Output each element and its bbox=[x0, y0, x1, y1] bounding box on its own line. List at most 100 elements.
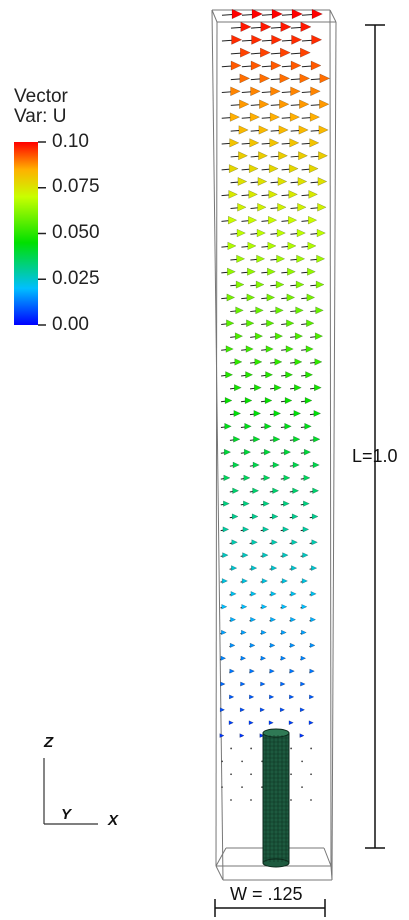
vector-arrow-head bbox=[301, 578, 309, 584]
vector-arrow bbox=[290, 747, 293, 750]
vector-arrow-head bbox=[231, 34, 243, 45]
vector-arrow-head bbox=[269, 642, 276, 649]
vector-arrow-head bbox=[287, 215, 298, 225]
vector-arrow-head bbox=[225, 345, 234, 353]
vector-arrow-head bbox=[241, 578, 249, 584]
vector-arrow-head bbox=[294, 332, 304, 340]
vector-arrow-head bbox=[231, 565, 238, 571]
vector-arrow-head bbox=[229, 694, 235, 700]
vector-arrow-head bbox=[229, 112, 241, 122]
vector-arrow-head bbox=[290, 60, 302, 71]
z-axis-label: Z bbox=[44, 734, 54, 751]
vector-arrow-head bbox=[253, 435, 261, 443]
vector-arrow-head bbox=[272, 487, 280, 494]
vector-arrow-head bbox=[280, 21, 292, 33]
vector-arrow-head bbox=[305, 371, 314, 379]
vector-arrow-head bbox=[289, 138, 300, 148]
vector-arrow-head bbox=[244, 422, 252, 430]
vector-arrow-head bbox=[259, 99, 270, 109]
vector-arrow-head bbox=[283, 474, 291, 482]
vector-arrow-head bbox=[285, 371, 294, 379]
vector-arrow-head bbox=[239, 99, 250, 109]
vector-arrow-head bbox=[278, 151, 289, 161]
vector-arrow-head bbox=[229, 668, 236, 674]
vector-arrow-head bbox=[281, 578, 289, 584]
vector-arrow-head bbox=[255, 306, 264, 315]
vector-arrow-head bbox=[256, 228, 266, 238]
vector-arrow-head bbox=[263, 474, 271, 482]
vector-arrow bbox=[310, 747, 313, 750]
vector-arrow-head bbox=[291, 8, 303, 20]
vector-arrow-head bbox=[315, 280, 325, 289]
vector-arrow-head bbox=[252, 487, 260, 494]
vector-arrow-head bbox=[300, 655, 307, 661]
vector-arrow-head bbox=[260, 681, 266, 687]
vector-arrow-head bbox=[301, 629, 307, 636]
vector-arrow-head bbox=[289, 642, 296, 649]
vector-arrow-head bbox=[311, 565, 318, 571]
vector-arrow-head bbox=[310, 86, 321, 97]
vector-arrow-head bbox=[223, 448, 232, 456]
vector-arrow-head bbox=[250, 60, 262, 71]
y-axis-label: Y bbox=[61, 806, 72, 823]
vector-arrow-head bbox=[270, 616, 277, 623]
vector-arrow-head bbox=[299, 73, 311, 84]
vector-arrow-head bbox=[262, 526, 270, 533]
vector-arrow-head bbox=[307, 267, 316, 276]
vector-arrow-head bbox=[222, 526, 230, 533]
vector-arrow-head bbox=[249, 112, 261, 122]
vector-arrow-head bbox=[289, 668, 296, 674]
vector-arrow bbox=[221, 760, 223, 763]
vector-arrow-head bbox=[242, 526, 250, 533]
vector-arrow-head bbox=[309, 668, 316, 674]
width-label: W = .125 bbox=[230, 884, 303, 904]
vector-arrow-head bbox=[274, 358, 283, 366]
legend-tick-label: 0.050 bbox=[52, 222, 100, 243]
vector-arrow bbox=[241, 786, 243, 789]
vector-arrow bbox=[250, 747, 253, 750]
vector-arrow-head bbox=[235, 280, 245, 289]
vector-arrow-head bbox=[318, 151, 329, 161]
vector-arrow-head bbox=[270, 60, 282, 71]
vector-arrow-head bbox=[288, 164, 299, 174]
vector-arrow-head bbox=[226, 319, 235, 328]
vector-arrow-head bbox=[239, 73, 251, 84]
vector-arrow-head bbox=[287, 267, 296, 276]
vector-arrow-head bbox=[296, 254, 306, 263]
vector-arrow-head bbox=[319, 73, 331, 84]
vector-arrow-head bbox=[304, 396, 313, 405]
vector-arrow-head bbox=[308, 189, 319, 199]
vector-arrow-head bbox=[280, 681, 286, 687]
axis-triad bbox=[43, 758, 98, 825]
vector-arrow-head bbox=[247, 267, 256, 276]
vector-arrow-head bbox=[273, 435, 281, 443]
vector-arrow-head bbox=[277, 202, 287, 212]
vector-arrow-head bbox=[259, 707, 266, 713]
vector-arrow-head bbox=[245, 371, 254, 379]
vector-arrow-head bbox=[314, 358, 323, 366]
vector-arrow-head bbox=[311, 34, 323, 45]
vector-arrow-head bbox=[294, 384, 302, 392]
vector-arrow bbox=[301, 786, 303, 789]
vector-arrow-head bbox=[227, 241, 237, 251]
vector-arrow-head bbox=[284, 422, 292, 430]
vector-arrow-head bbox=[306, 319, 315, 328]
vector-arrow-head bbox=[220, 681, 226, 687]
vector-arrow-head bbox=[288, 720, 294, 726]
vector-arrow-head bbox=[283, 500, 290, 507]
vector-arrow-head bbox=[234, 384, 242, 392]
vector-arrow-head bbox=[290, 616, 297, 623]
vector-arrow-head bbox=[229, 642, 236, 649]
vector-arrow-head bbox=[235, 306, 244, 315]
vector-arrow-head bbox=[232, 461, 240, 469]
vector-arrow-head bbox=[239, 733, 245, 738]
vector-arrow-head bbox=[262, 552, 269, 559]
vector-arrow-head bbox=[276, 228, 286, 238]
vector-arrow-head bbox=[232, 487, 240, 494]
vector-arrow-head bbox=[261, 603, 268, 610]
vector-arrow-head bbox=[257, 177, 268, 186]
vector-arrow-head bbox=[270, 86, 281, 97]
vector-arrow-head bbox=[227, 267, 236, 276]
vector-arrow-head bbox=[312, 487, 320, 494]
